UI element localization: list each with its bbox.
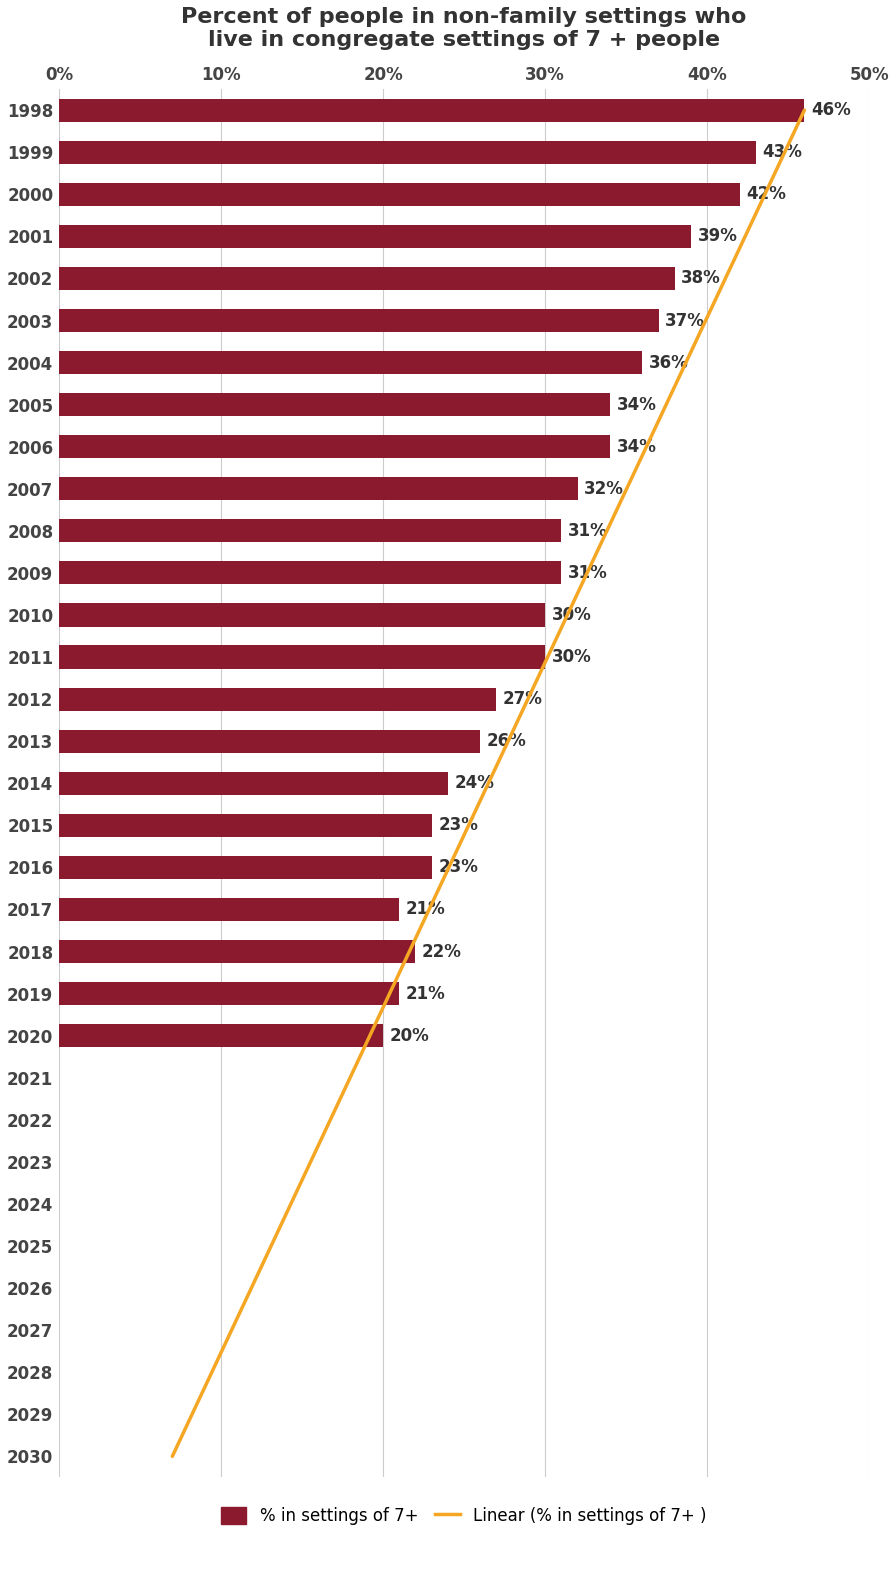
Text: 36%: 36% (649, 353, 688, 371)
Text: 23%: 23% (438, 858, 478, 876)
Text: 31%: 31% (568, 563, 607, 582)
Legend: % in settings of 7+, Linear (% in settings of 7+ ): % in settings of 7+, Linear (% in settin… (215, 1501, 713, 1532)
Text: 34%: 34% (616, 396, 656, 413)
Bar (59, 729, 480, 753)
Text: 31%: 31% (568, 522, 607, 540)
Bar (59, 772, 448, 795)
Bar (59, 224, 691, 248)
Text: 20%: 20% (390, 1027, 429, 1045)
Text: 43%: 43% (762, 144, 802, 161)
Bar (59, 477, 578, 500)
Text: 26%: 26% (487, 732, 527, 750)
Text: 30%: 30% (552, 606, 591, 623)
Text: 30%: 30% (552, 649, 591, 666)
Text: 23%: 23% (438, 816, 478, 835)
Bar (59, 562, 561, 584)
Text: 24%: 24% (454, 775, 495, 792)
Bar (59, 1024, 383, 1048)
Bar (59, 940, 416, 963)
Text: 34%: 34% (616, 437, 656, 456)
Bar (59, 688, 496, 710)
Text: 27%: 27% (503, 690, 543, 709)
Text: 42%: 42% (746, 185, 786, 204)
Bar (59, 855, 432, 879)
Text: 22%: 22% (422, 942, 461, 961)
Bar (59, 183, 739, 205)
Bar (59, 350, 642, 374)
Bar (59, 519, 561, 543)
Text: 39%: 39% (697, 227, 737, 246)
Bar (59, 898, 400, 922)
Bar (59, 309, 659, 331)
Bar (59, 140, 756, 164)
Bar (59, 98, 805, 122)
Title: Percent of people in non-family settings who
live in congregate settings of 7 + : Percent of people in non-family settings… (181, 6, 746, 50)
Bar (59, 393, 610, 417)
Text: 32%: 32% (584, 480, 624, 497)
Text: 21%: 21% (406, 985, 445, 1002)
Text: 21%: 21% (406, 901, 445, 918)
Bar (59, 982, 400, 1005)
Bar (59, 645, 545, 669)
Text: 37%: 37% (665, 311, 705, 330)
Bar (59, 436, 610, 458)
Bar (59, 603, 545, 626)
Text: 46%: 46% (811, 101, 850, 120)
Text: 38%: 38% (681, 270, 721, 287)
Bar (59, 814, 432, 836)
Bar (59, 267, 675, 290)
